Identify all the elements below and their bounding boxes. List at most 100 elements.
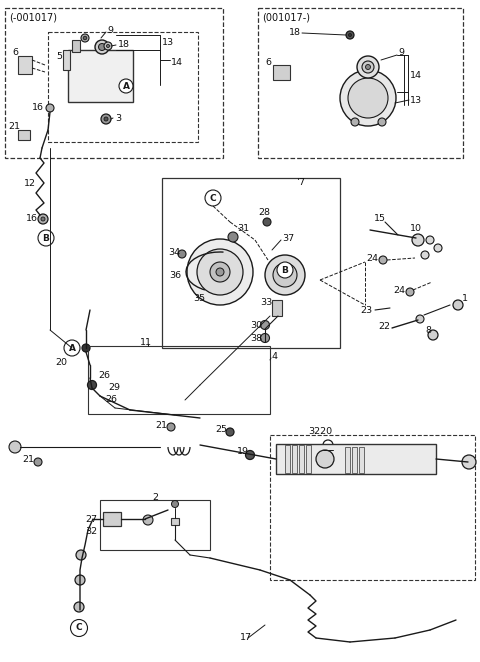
Text: 30: 30 (250, 320, 262, 330)
Bar (359, 447, 364, 473)
Circle shape (362, 61, 374, 73)
Text: 33: 33 (260, 297, 272, 307)
Circle shape (378, 118, 386, 126)
Circle shape (82, 344, 90, 352)
Text: 32: 32 (85, 528, 97, 536)
Text: 9: 9 (107, 26, 113, 34)
Circle shape (228, 232, 238, 242)
Bar (88, 346, 270, 414)
Circle shape (346, 31, 354, 39)
Text: 2: 2 (152, 493, 158, 502)
Circle shape (421, 251, 429, 259)
Text: 16: 16 (32, 103, 44, 111)
Bar (18, 130, 30, 140)
Text: 8: 8 (425, 326, 431, 334)
Circle shape (98, 44, 106, 50)
Text: 22: 22 (378, 322, 390, 330)
Circle shape (273, 263, 297, 287)
Circle shape (434, 244, 442, 252)
Circle shape (453, 300, 463, 310)
Text: 21: 21 (155, 420, 167, 430)
Circle shape (9, 441, 21, 453)
Circle shape (41, 217, 45, 221)
Text: 6: 6 (12, 48, 18, 56)
Circle shape (462, 455, 476, 469)
Circle shape (261, 334, 269, 342)
Bar (272, 300, 282, 316)
Text: (001017-): (001017-) (262, 12, 310, 22)
Text: 34: 34 (168, 248, 180, 256)
Bar (306, 445, 311, 473)
Circle shape (265, 255, 305, 295)
Circle shape (426, 236, 434, 244)
Circle shape (64, 340, 80, 356)
Bar (5, 8, 223, 158)
Circle shape (348, 78, 388, 118)
Circle shape (143, 515, 153, 525)
Circle shape (245, 451, 254, 459)
Circle shape (277, 262, 293, 278)
Text: 16: 16 (26, 214, 38, 222)
Circle shape (379, 256, 387, 264)
Circle shape (34, 458, 42, 466)
Text: 28: 28 (258, 207, 270, 216)
Circle shape (261, 320, 269, 330)
Circle shape (101, 114, 111, 124)
Circle shape (46, 104, 54, 112)
Bar (352, 447, 357, 473)
Text: 5: 5 (56, 52, 62, 60)
Circle shape (119, 79, 133, 93)
Text: 36: 36 (169, 271, 181, 279)
Circle shape (71, 620, 87, 636)
Text: (-001017): (-001017) (9, 12, 57, 22)
Bar (63, 50, 70, 70)
Text: A: A (69, 344, 75, 352)
Circle shape (167, 423, 175, 431)
Bar (68, 50, 133, 102)
Text: 13: 13 (410, 95, 422, 105)
Circle shape (357, 56, 379, 78)
Circle shape (226, 428, 234, 436)
Circle shape (38, 230, 54, 246)
Circle shape (187, 239, 253, 305)
Circle shape (412, 234, 424, 246)
Text: 14: 14 (410, 70, 422, 79)
Text: 7: 7 (298, 177, 304, 187)
Text: 18: 18 (289, 28, 301, 36)
Text: 20: 20 (55, 357, 67, 367)
Text: 17: 17 (240, 634, 252, 643)
Text: 24: 24 (393, 285, 405, 295)
Circle shape (171, 500, 179, 508)
Circle shape (197, 249, 243, 295)
Text: 35: 35 (193, 293, 205, 303)
Bar (100, 500, 210, 550)
Circle shape (351, 118, 359, 126)
Circle shape (75, 575, 85, 585)
Circle shape (210, 262, 230, 282)
Circle shape (95, 40, 109, 54)
Circle shape (83, 36, 87, 40)
Text: 26: 26 (105, 395, 117, 404)
Circle shape (81, 34, 89, 42)
Text: 24: 24 (366, 254, 378, 263)
Circle shape (38, 214, 48, 224)
Bar (270, 435, 475, 580)
Text: 38: 38 (250, 334, 262, 342)
Text: B: B (282, 265, 288, 275)
Bar (72, 40, 80, 52)
Circle shape (416, 315, 424, 323)
Text: 9: 9 (398, 48, 404, 56)
Text: 13: 13 (162, 38, 174, 46)
Circle shape (365, 64, 371, 70)
Bar (18, 56, 32, 74)
Text: C: C (210, 193, 216, 203)
Text: 1: 1 (462, 293, 468, 303)
Text: C: C (76, 624, 82, 632)
Text: 27: 27 (85, 516, 97, 524)
Text: 15: 15 (374, 214, 386, 222)
Circle shape (428, 330, 438, 340)
Bar (345, 447, 350, 473)
Bar (48, 32, 198, 142)
Circle shape (340, 70, 396, 126)
Text: 6: 6 (265, 58, 271, 66)
